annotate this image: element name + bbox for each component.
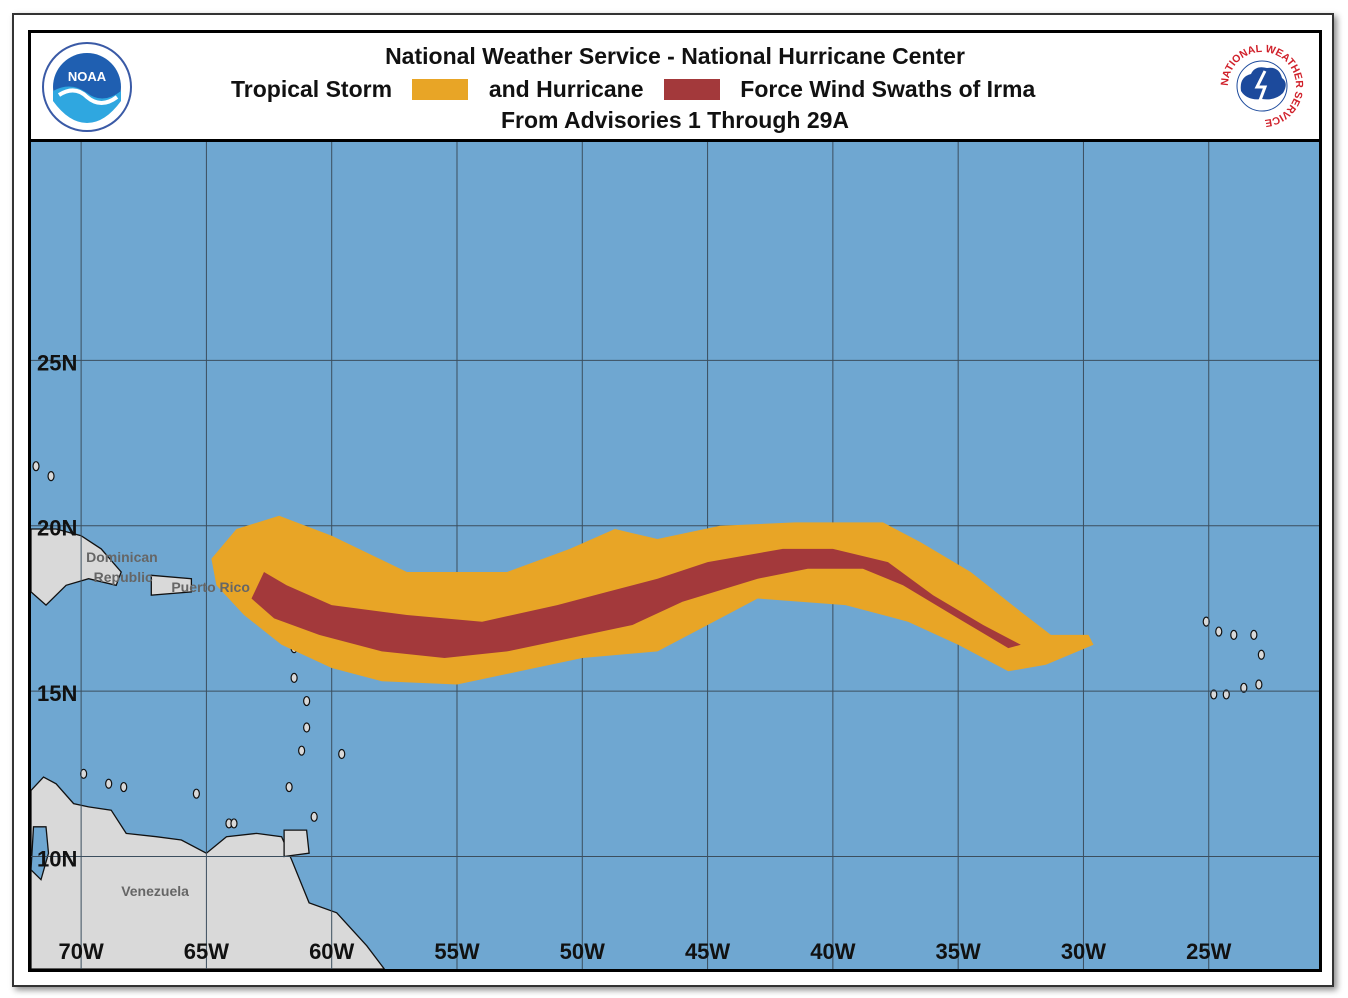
island-12 [105,778,113,789]
place-label: Puerto Rico [171,579,250,595]
lat-tick-label: 25N [37,350,77,375]
lon-tick-label: 40W [810,939,855,964]
island-13 [120,781,128,793]
island-8 [285,781,293,793]
lat-tick-label: 15N [37,681,77,706]
island-25 [1222,689,1230,700]
island-17 [32,461,40,472]
lon-tick-label: 45W [685,939,730,964]
lon-tick-label: 35W [936,939,981,964]
island-5 [303,695,311,707]
island-9 [338,748,346,760]
lat-tick-label: 20N [37,516,77,541]
place-label: Venezuela [121,883,189,899]
land-south-america [31,776,386,969]
lon-tick-label: 25W [1186,939,1231,964]
island-24 [1240,682,1248,693]
legend-force-label: Force Wind Swaths of Irma [740,76,1036,103]
lat-tick-label: 10N [37,847,77,872]
island-20 [1215,626,1223,637]
island-18 [47,471,55,482]
lake-maracaibo [31,826,50,881]
legend-tropical-storm-label: Tropical Storm [231,76,393,103]
lon-tick-label: 50W [560,939,605,964]
place-label: Dominican [86,549,158,565]
island-7 [298,745,306,756]
legend-hurricane-swatch [663,79,720,101]
lon-tick-label: 65W [184,939,229,964]
noaa-logo-text: NOAA [68,69,107,84]
lon-tick-label: 30W [1061,939,1106,964]
hurricane-swath [251,548,1021,658]
island-10 [310,811,318,822]
island-14 [192,788,200,799]
place-label: Republic [94,569,153,585]
land-puerto-rico [150,574,193,596]
island-6 [303,722,311,733]
map-header: NOAA National Weather Service - National… [31,33,1319,142]
noaa-logo-icon: NOAA [42,42,132,132]
island-22 [1250,629,1258,640]
island-23 [1257,649,1265,660]
wind-swath-map: Dominican Republic Puerto Rico Venezuela 70W… [31,142,1319,969]
land-trinidad [283,829,310,858]
island-21 [1230,629,1238,640]
legend-and-hurricane-label: and Hurricane [488,76,644,103]
land-hispaniola [31,528,122,606]
lon-tick-label: 55W [434,939,479,964]
island-16 [230,818,238,829]
lon-tick-label: 70W [58,939,103,964]
island-4 [290,672,298,683]
lon-tick-label: 60W [309,939,354,964]
legend-line: Tropical Storm and Hurricane Force Wind … [231,75,1035,103]
nws-logo-icon: NATIONAL WEATHER SERVICE [1218,42,1306,130]
island-27 [1255,679,1263,690]
map-panel: NOAA National Weather Service - National… [28,30,1322,972]
island-26 [1210,689,1218,700]
legend-tropical-storm-swatch [412,79,469,101]
chart-subtitle: From Advisories 1 Through 29A [500,107,850,133]
chart-title: National Weather Service - National Hurr… [385,43,965,69]
